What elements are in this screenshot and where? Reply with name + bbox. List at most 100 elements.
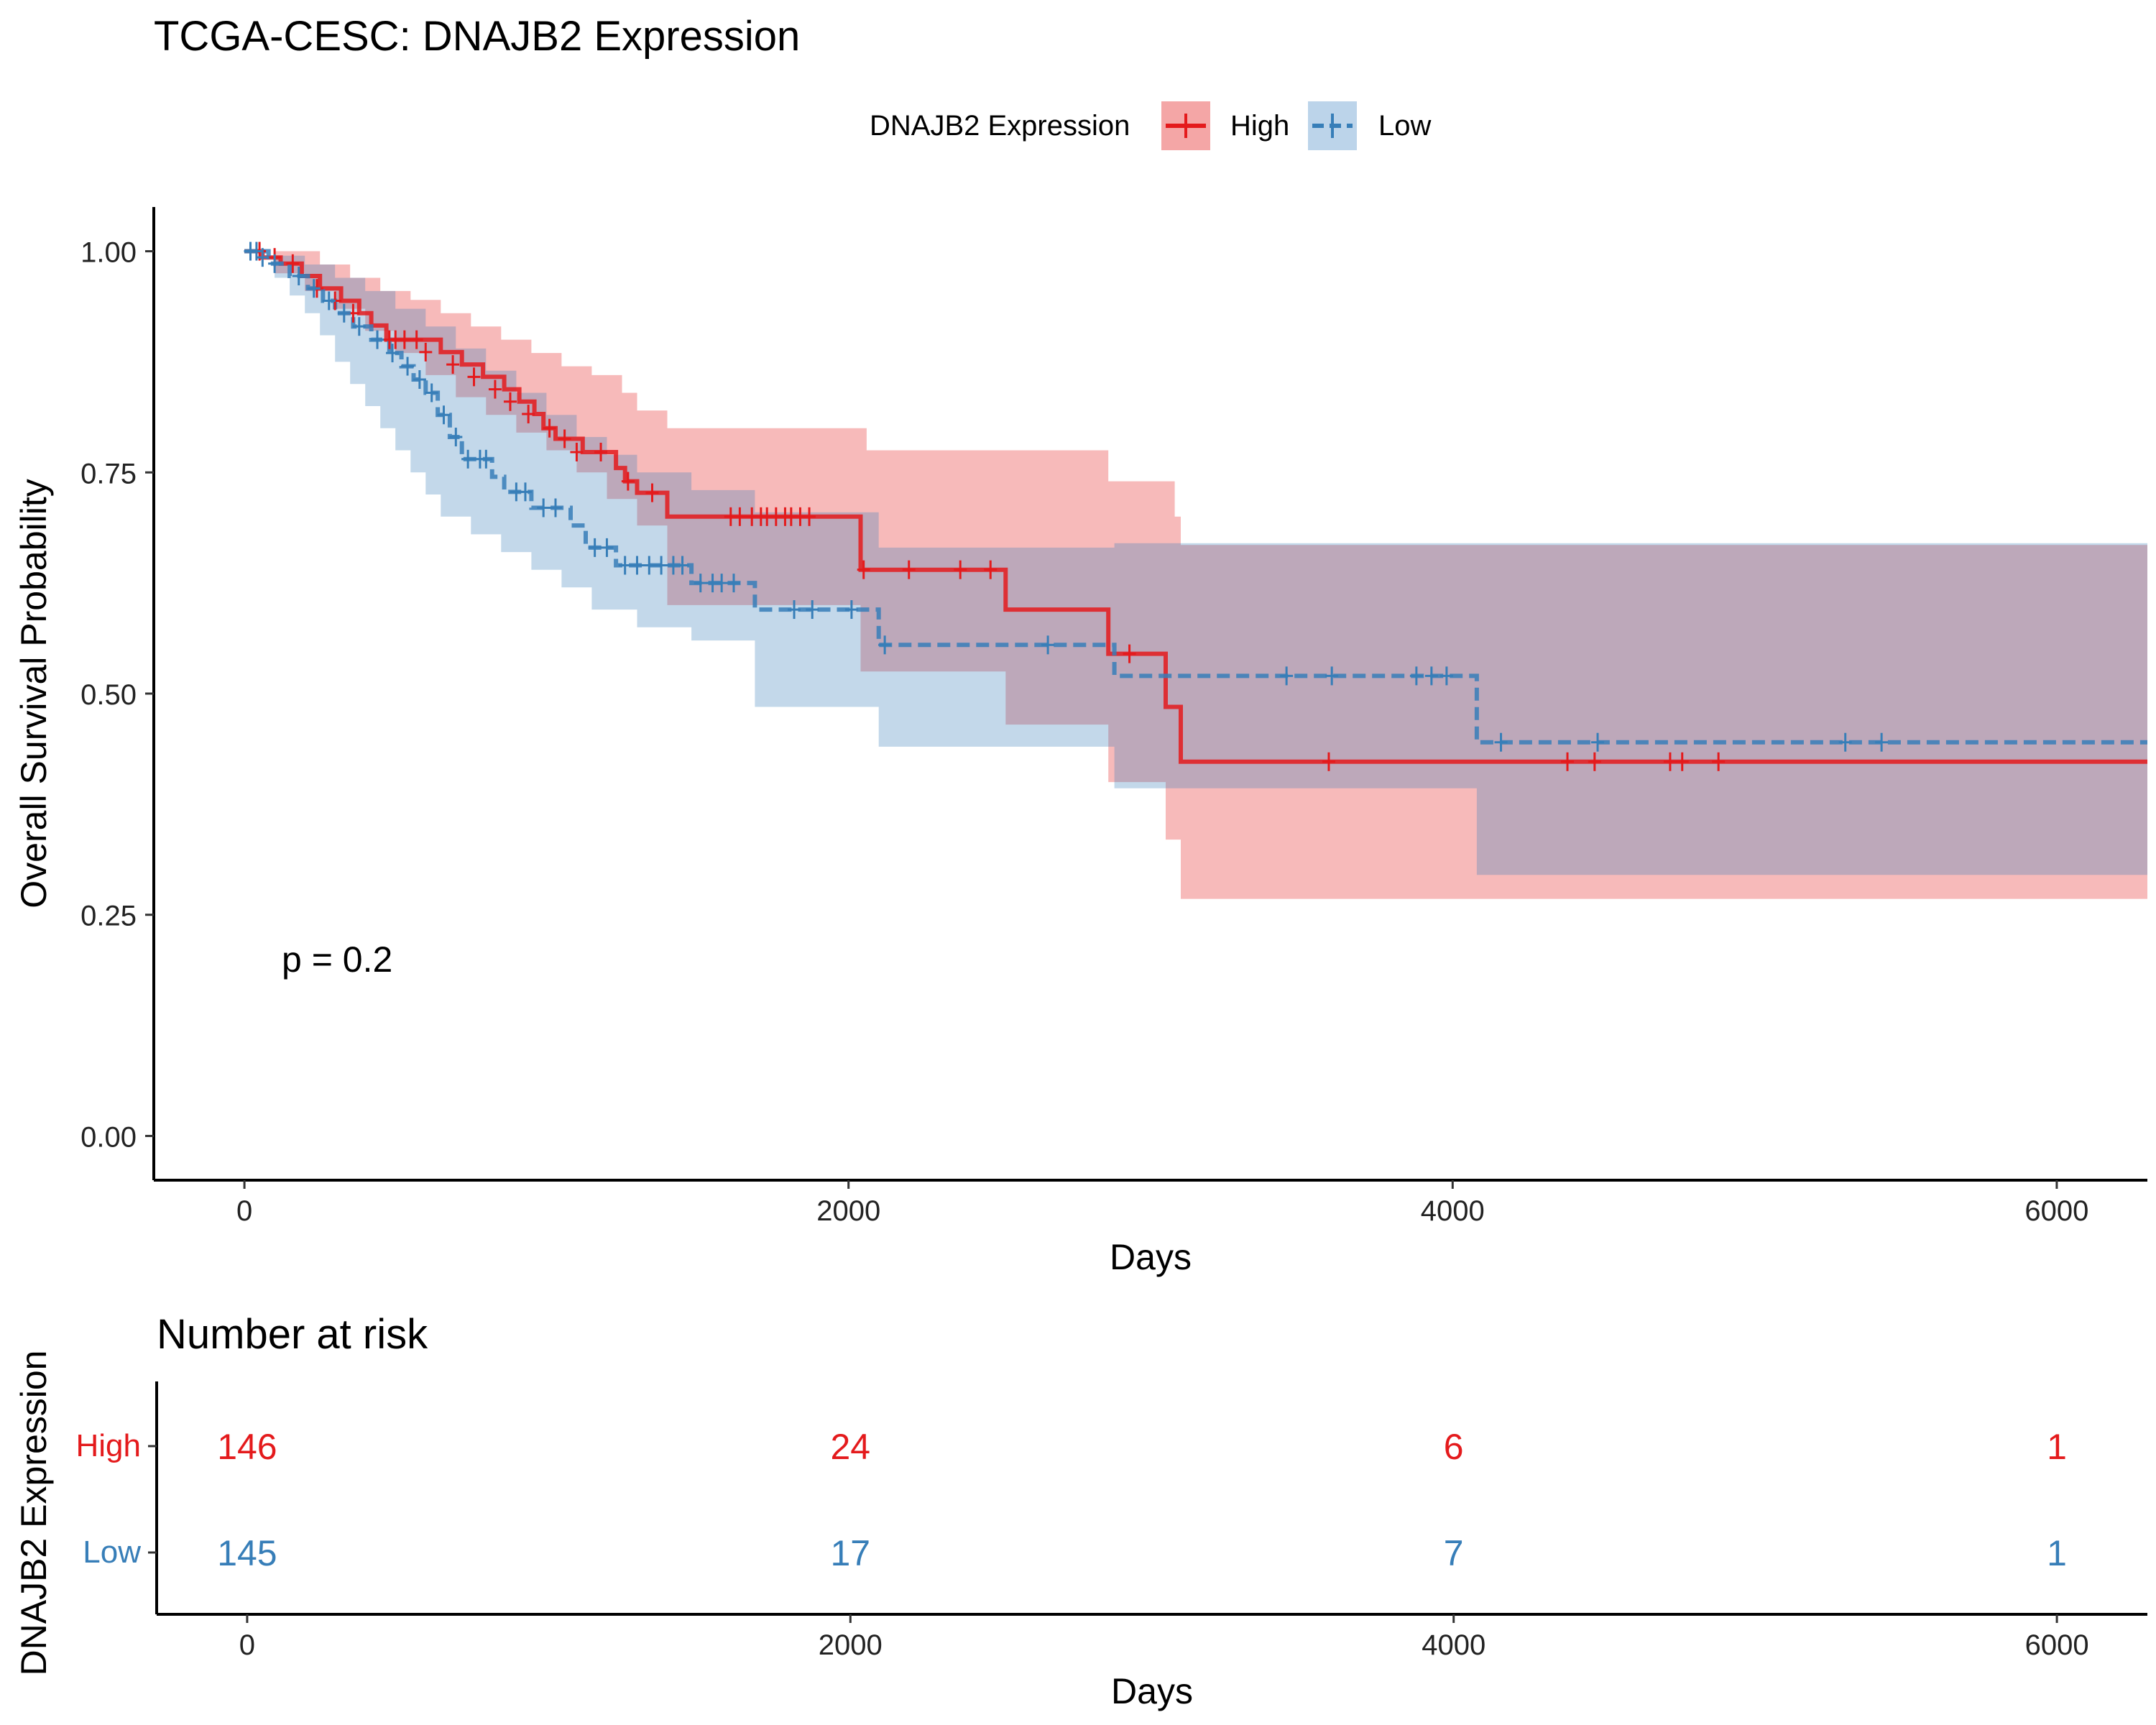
censor-mark-low bbox=[600, 538, 614, 557]
ci-band-low bbox=[244, 251, 2147, 875]
censor-mark-low bbox=[371, 330, 384, 349]
censor-mark-high bbox=[543, 418, 556, 438]
censor-mark-low bbox=[256, 248, 270, 267]
risk-y-axis-label: DNAJB2 Expression bbox=[14, 1351, 54, 1676]
censor-mark-low bbox=[322, 291, 336, 310]
censor-mark-high bbox=[1663, 752, 1677, 771]
km-x-ticks: 0 2000 4000 6000 bbox=[236, 1180, 2088, 1227]
censor-mark-high bbox=[1322, 752, 1335, 771]
censor-mark-high bbox=[645, 483, 659, 502]
km-y-axis-label: Overall Survival Probability bbox=[14, 479, 54, 908]
censor-mark-high bbox=[419, 342, 433, 362]
censor-mark-high bbox=[558, 429, 571, 448]
risk-x-tick-label: 0 bbox=[239, 1629, 255, 1661]
censor-mark-low bbox=[844, 600, 858, 620]
km-x-tick-label: 4000 bbox=[1421, 1195, 1485, 1227]
censor-mark-low bbox=[1041, 635, 1055, 655]
risk-table-rows: High 146 24 6 1 Low 145 17 7 1 bbox=[76, 1427, 2067, 1573]
censor-mark-low bbox=[549, 498, 563, 518]
censor-mark-low bbox=[461, 449, 475, 469]
risk-count-low: 7 bbox=[1444, 1533, 1464, 1573]
censor-mark-low bbox=[1838, 732, 1852, 752]
km-y-tick-label: 0.75 bbox=[80, 458, 137, 489]
survival-curve-low bbox=[244, 249, 2147, 745]
km-y-tick-label: 0.25 bbox=[80, 901, 137, 932]
censor-mark-low bbox=[727, 574, 740, 593]
censor-mark-low bbox=[788, 600, 801, 620]
censor-mark-high bbox=[857, 560, 870, 579]
ci-band-high bbox=[244, 251, 2147, 899]
risk-row-label-low: Low bbox=[83, 1535, 141, 1570]
censor-mark-high bbox=[410, 330, 423, 349]
risk-count-high: 6 bbox=[1444, 1427, 1464, 1467]
censor-mark-high bbox=[803, 507, 816, 526]
censor-mark-high bbox=[488, 380, 502, 399]
censor-mark-low bbox=[715, 574, 729, 593]
censor-mark-high bbox=[984, 560, 998, 579]
km-plot-panel: 0.000.250.500.751.00 0 2000 4000 6000 Days … bbox=[14, 207, 2147, 1277]
risk-count-low: 145 bbox=[217, 1533, 277, 1573]
confidence-bands bbox=[244, 251, 2147, 899]
censor-mark-high bbox=[594, 442, 608, 461]
risk-count-high: 146 bbox=[217, 1427, 277, 1467]
risk-row-label-high: High bbox=[76, 1428, 142, 1463]
censor-mark-low bbox=[1875, 732, 1889, 752]
censor-mark-high bbox=[733, 507, 747, 526]
censor-mark-low bbox=[806, 600, 819, 620]
censor-mark-low bbox=[437, 405, 451, 425]
km-y-tick-label: 0.50 bbox=[80, 679, 137, 711]
censor-mark-low bbox=[1439, 666, 1453, 686]
censor-mark-low bbox=[425, 383, 438, 402]
risk-x-axis-label: Days bbox=[1111, 1671, 1193, 1711]
censor-mark-low bbox=[655, 556, 668, 575]
legend: DNAJB2 Expression High Low bbox=[870, 101, 1431, 150]
censor-marks bbox=[244, 242, 1889, 771]
censor-mark-low bbox=[1325, 666, 1339, 686]
risk-x-tick-label: 2000 bbox=[819, 1629, 883, 1661]
risk-count-high: 24 bbox=[830, 1427, 870, 1467]
chart-title: TCGA-CESC: DNAJB2 Expression bbox=[154, 13, 800, 60]
km-x-tick-label: 6000 bbox=[2024, 1195, 2088, 1227]
p-value-annotation: p = 0.2 bbox=[282, 939, 392, 980]
censor-mark-low bbox=[479, 449, 493, 469]
censor-mark-low bbox=[1409, 666, 1423, 686]
censor-mark-low bbox=[386, 344, 400, 363]
censor-mark-low bbox=[307, 279, 321, 298]
km-y-ticks: 0.00 0.25 0.50 0.75 1.00 bbox=[80, 237, 154, 1153]
censor-mark-high bbox=[1588, 752, 1601, 771]
risk-x-tick-label: 4000 bbox=[1422, 1629, 1485, 1661]
censor-mark-low bbox=[694, 574, 707, 593]
censor-mark-low bbox=[1280, 666, 1294, 686]
km-x-tick-label: 0 bbox=[236, 1195, 252, 1227]
censor-mark-low bbox=[268, 254, 282, 273]
censor-mark-low bbox=[337, 303, 351, 323]
risk-count-low: 17 bbox=[830, 1533, 870, 1573]
risk-table-panel: Number at risk High 146 24 6 1 Low 145 17 7 1 0 20… bbox=[14, 1311, 2147, 1711]
censor-mark-low bbox=[588, 538, 602, 557]
risk-x-tick-label: 6000 bbox=[2025, 1629, 2089, 1661]
censor-mark-low bbox=[618, 556, 632, 575]
censor-mark-low bbox=[537, 498, 550, 518]
censor-mark-low bbox=[413, 370, 426, 390]
risk-count-high: 1 bbox=[2047, 1427, 2067, 1467]
censor-mark-high bbox=[467, 367, 481, 387]
legend-title: DNAJB2 Expression bbox=[870, 110, 1130, 142]
censor-mark-low bbox=[630, 556, 644, 575]
censor-mark-high bbox=[522, 405, 535, 424]
censor-mark-high bbox=[954, 560, 967, 579]
censor-mark-high bbox=[446, 355, 460, 374]
censor-mark-high bbox=[1123, 644, 1136, 663]
km-y-tick-label: 0.00 bbox=[80, 1121, 137, 1153]
censor-mark-low bbox=[518, 482, 532, 502]
censor-mark-high bbox=[397, 330, 411, 349]
censor-mark-low bbox=[352, 317, 366, 336]
censor-mark-low bbox=[878, 635, 892, 655]
censor-mark-low bbox=[292, 267, 305, 286]
censor-mark-low bbox=[676, 556, 689, 575]
censor-mark-low bbox=[642, 556, 656, 575]
censor-mark-high bbox=[902, 560, 916, 579]
censor-mark-low bbox=[1591, 732, 1605, 752]
legend-label-high: High bbox=[1230, 110, 1289, 142]
censor-mark-high bbox=[1712, 752, 1726, 771]
